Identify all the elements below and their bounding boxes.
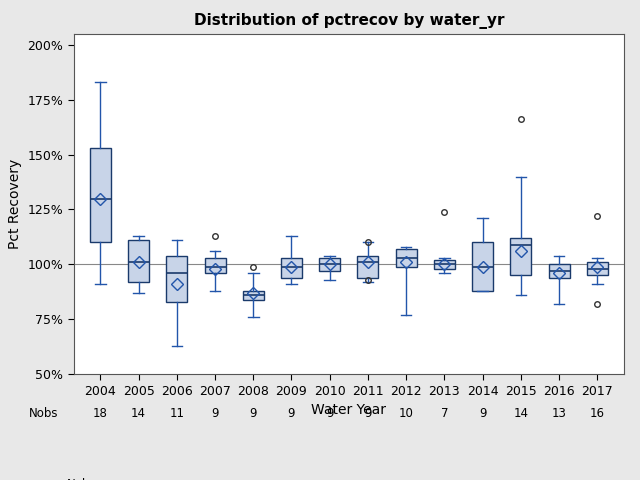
Y-axis label: Pct Recovery: Pct Recovery (8, 159, 22, 249)
Text: Nobs: Nobs (67, 478, 96, 480)
PathPatch shape (510, 238, 531, 276)
PathPatch shape (128, 240, 149, 282)
Text: 18: 18 (93, 407, 108, 420)
Text: 10: 10 (399, 407, 413, 420)
Text: 9: 9 (288, 407, 295, 420)
PathPatch shape (281, 258, 302, 277)
X-axis label: Water Year: Water Year (311, 403, 387, 418)
PathPatch shape (357, 256, 378, 277)
PathPatch shape (548, 264, 570, 277)
Text: 14: 14 (131, 407, 146, 420)
PathPatch shape (396, 249, 417, 267)
PathPatch shape (90, 148, 111, 242)
PathPatch shape (587, 262, 608, 276)
PathPatch shape (319, 258, 340, 271)
Text: 9: 9 (326, 407, 333, 420)
PathPatch shape (472, 242, 493, 291)
Text: 14: 14 (513, 407, 528, 420)
Text: 9: 9 (211, 407, 219, 420)
PathPatch shape (205, 258, 225, 273)
Text: 7: 7 (440, 407, 448, 420)
PathPatch shape (434, 260, 455, 269)
Text: 11: 11 (170, 407, 184, 420)
Text: Nobs: Nobs (29, 407, 58, 420)
Text: 9: 9 (479, 407, 486, 420)
Title: Distribution of pctrecov by water_yr: Distribution of pctrecov by water_yr (193, 13, 504, 29)
Text: 9: 9 (250, 407, 257, 420)
PathPatch shape (243, 291, 264, 300)
Text: 16: 16 (589, 407, 605, 420)
Text: 9: 9 (364, 407, 372, 420)
PathPatch shape (166, 256, 188, 302)
Text: 13: 13 (552, 407, 566, 420)
